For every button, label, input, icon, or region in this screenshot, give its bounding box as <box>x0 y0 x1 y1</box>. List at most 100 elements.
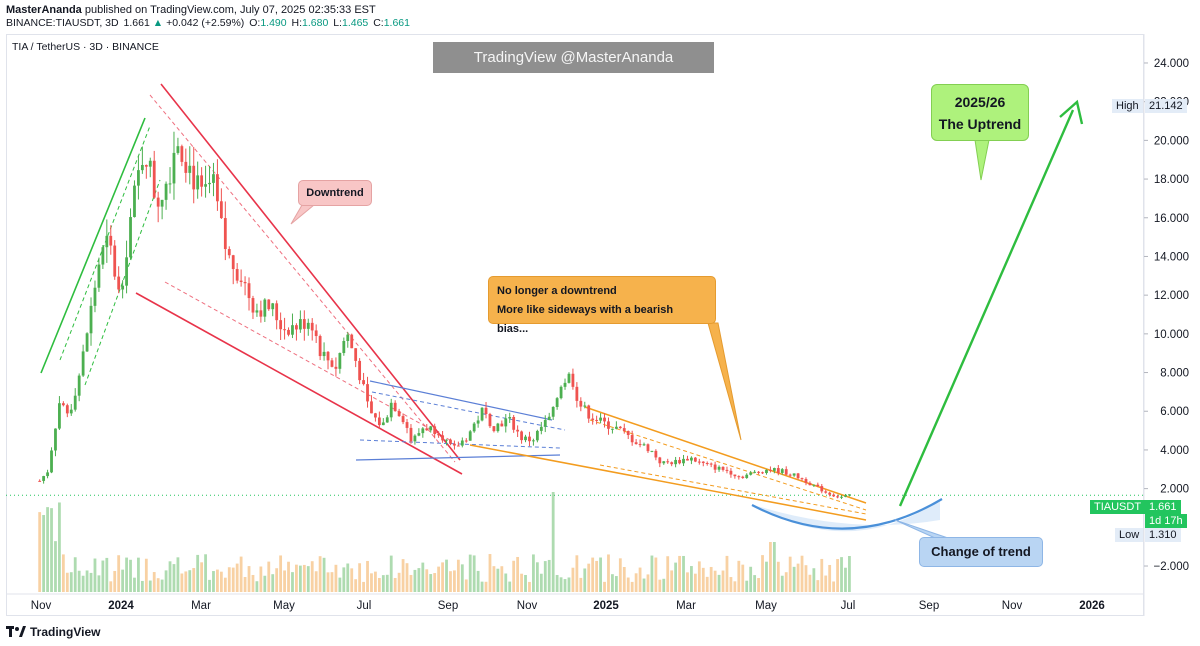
volume-bar <box>496 568 500 592</box>
candle-body <box>532 440 535 442</box>
candle-body <box>587 405 591 419</box>
volume-bar <box>330 572 334 592</box>
y-tick-label: −2.000 <box>1154 561 1190 573</box>
candle-body <box>496 423 500 432</box>
volume-bar <box>295 564 298 592</box>
candle-body <box>374 413 377 418</box>
volume-bar <box>409 574 413 592</box>
volume-bar <box>251 574 255 592</box>
close-label: C: <box>373 17 384 29</box>
volume-bar <box>393 577 397 592</box>
candle-body <box>89 305 93 334</box>
candle-body <box>697 461 701 463</box>
volume-bar <box>737 560 741 592</box>
volume-bar <box>97 575 101 592</box>
candle-body <box>192 165 196 190</box>
volume-bar <box>77 570 81 592</box>
countdown-tag: 1d 17h <box>1145 514 1187 528</box>
volume-bar <box>283 570 286 592</box>
candle-body <box>287 329 290 335</box>
candle-body <box>291 325 294 335</box>
rally-channel-dashed <box>84 179 161 386</box>
candle-body <box>393 402 397 412</box>
candle-body <box>741 476 745 478</box>
volume-bar <box>630 581 634 592</box>
candle-body <box>776 468 780 473</box>
sideways-note-line2: More like sideways with a bearish bias..… <box>497 304 674 335</box>
low-tag-label: Low <box>1115 528 1144 542</box>
candle-body <box>180 146 184 162</box>
candle-body <box>492 426 496 432</box>
volume-bar <box>686 572 689 592</box>
candle-body <box>77 375 81 396</box>
volume-bar <box>38 512 42 592</box>
volume-bar <box>832 581 836 592</box>
volume-bar <box>334 564 338 592</box>
wedge-lower-line <box>469 444 867 521</box>
volume-bar <box>555 574 559 592</box>
candle-body <box>614 426 618 429</box>
volume-bar <box>701 567 705 592</box>
candle-body <box>362 380 365 385</box>
volume-bar <box>464 579 468 592</box>
candle-body <box>152 160 156 198</box>
candle-body <box>820 486 824 492</box>
volume-bar <box>472 555 476 592</box>
rally-trendline <box>40 117 146 374</box>
volume-bar <box>381 575 385 592</box>
candle-body <box>129 217 132 258</box>
volume-bar <box>690 566 693 592</box>
uptrend-note[interactable]: 2025/26 The Uptrend <box>931 84 1029 141</box>
candle-body <box>54 428 57 451</box>
candle-body <box>366 384 369 402</box>
volume-bar <box>456 559 460 592</box>
candle-body <box>208 182 211 185</box>
candle-body <box>267 299 271 310</box>
volume-bar <box>500 566 504 592</box>
volume-bar <box>184 571 188 592</box>
volume-bar <box>812 568 816 592</box>
candle-body <box>567 373 571 383</box>
volume-bar <box>788 556 792 592</box>
volume-bar <box>682 555 685 592</box>
volume-bar <box>848 556 851 592</box>
candle-body <box>757 471 760 473</box>
candle-body <box>709 463 713 465</box>
volume-bar <box>717 574 721 592</box>
volume-bar <box>650 555 654 592</box>
candle-body <box>109 235 113 246</box>
y-tick-label: 2.000 <box>1160 484 1189 496</box>
change-of-trend-note[interactable]: Change of trend <box>919 537 1043 567</box>
volume-bar <box>413 569 417 592</box>
candle-body <box>705 463 709 465</box>
volume-bar <box>370 573 373 592</box>
low-tag-value: 1.310 <box>1145 528 1181 542</box>
candle-body <box>330 360 334 367</box>
candle-body <box>243 282 247 284</box>
candle-body <box>686 458 689 461</box>
volume-bar <box>792 566 796 592</box>
candle-body <box>251 298 255 313</box>
sideways-note[interactable]: No longer a downtrend More like sideways… <box>488 276 716 335</box>
volume-bar <box>543 561 547 592</box>
consolidation-upper <box>369 380 553 421</box>
candle-body <box>701 461 705 464</box>
candle-body <box>302 319 306 329</box>
last-price: 1.661 <box>123 17 150 29</box>
downtrend-note[interactable]: Downtrend <box>298 180 372 206</box>
volume-bar <box>571 567 575 592</box>
volume-bar <box>504 573 508 592</box>
volume-bar <box>129 559 132 592</box>
volume-bar <box>666 556 670 592</box>
candle-body <box>370 401 373 414</box>
candle-body <box>279 320 283 330</box>
volume-bar <box>54 541 57 592</box>
candle-body <box>618 426 622 429</box>
volume-bar <box>200 562 204 592</box>
candle-body <box>306 322 310 329</box>
tradingview-footer[interactable]: TradingView <box>6 625 100 639</box>
wedge-upper-line <box>584 406 867 504</box>
candle-body <box>646 444 650 452</box>
volume-bar <box>524 575 527 592</box>
